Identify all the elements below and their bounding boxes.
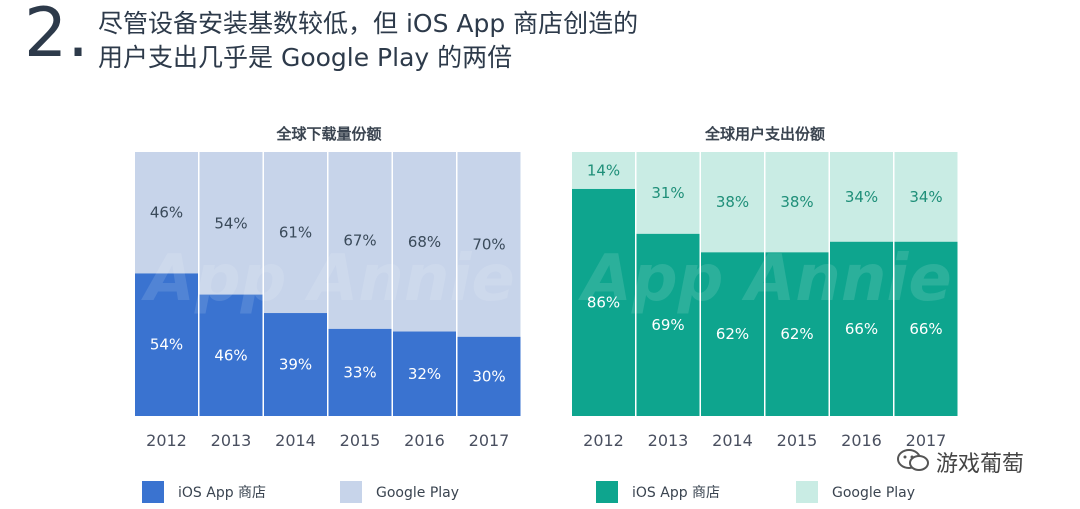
slide-title-line-2: 用户支出几乎是 Google Play 的两倍 xyxy=(98,43,513,72)
ios-value-label: 46% xyxy=(214,346,247,364)
ios-value-label: 30% xyxy=(472,367,505,385)
gp-bar-segment xyxy=(199,152,263,295)
gp-value-label: 68% xyxy=(408,233,441,251)
gp-bar-segment xyxy=(830,152,893,242)
gp-value-label: 34% xyxy=(845,188,878,206)
ios-value-label: 33% xyxy=(343,363,376,381)
legend-swatch xyxy=(142,481,164,503)
legend-swatch xyxy=(796,481,818,503)
year-tick-label: 2015 xyxy=(777,431,818,450)
year-tick-label: 2014 xyxy=(275,431,316,450)
gp-value-label: 70% xyxy=(472,235,505,253)
ios-value-label: 62% xyxy=(780,325,813,343)
wechat-icon xyxy=(897,449,929,471)
year-tick-label: 2016 xyxy=(841,431,882,450)
gp-value-label: 38% xyxy=(780,193,813,211)
ios-bar-segment xyxy=(701,252,764,416)
gp-bar-segment xyxy=(701,152,764,253)
ios-bar-segment xyxy=(457,336,521,416)
gp-bar-segment xyxy=(636,152,700,234)
ios-value-label: 86% xyxy=(587,293,620,311)
ios-bar-segment xyxy=(894,241,958,416)
gp-value-label: 34% xyxy=(909,188,942,206)
gp-bar-segment xyxy=(264,152,327,314)
legend-swatch xyxy=(596,481,618,503)
gp-value-label: 46% xyxy=(150,204,183,222)
gp-value-label: 31% xyxy=(651,184,684,202)
ios-bar-segment xyxy=(572,188,635,416)
gp-bar-segment xyxy=(457,152,521,337)
year-tick-label: 2013 xyxy=(211,431,252,450)
slide-title-line-1: 尽管设备安装基数较低，但 iOS App 商店创造的 xyxy=(98,9,639,38)
year-tick-label: 2014 xyxy=(712,431,753,450)
gp-bar-segment xyxy=(135,152,198,274)
gp-value-label: 14% xyxy=(587,161,620,179)
app-annie-watermark: App Annie xyxy=(140,242,514,316)
year-tick-label: 2017 xyxy=(906,431,947,450)
legend-swatch xyxy=(340,481,362,503)
ios-value-label: 66% xyxy=(909,320,942,338)
gp-bar-segment xyxy=(328,152,392,329)
gp-value-label: 61% xyxy=(279,224,312,242)
ios-value-label: 54% xyxy=(150,336,183,354)
ios-bar-segment xyxy=(636,233,700,416)
ios-value-label: 32% xyxy=(408,365,441,383)
year-tick-label: 2016 xyxy=(404,431,445,450)
ios-value-label: 69% xyxy=(651,316,684,334)
year-tick-label: 2015 xyxy=(340,431,381,450)
gp-value-label: 54% xyxy=(214,214,247,232)
ios-value-label: 66% xyxy=(845,320,878,338)
ios-bar-segment xyxy=(393,331,456,416)
gp-value-label: 38% xyxy=(716,193,749,211)
gp-bar-segment xyxy=(894,152,958,242)
year-tick-label: 2013 xyxy=(648,431,689,450)
chart-title: 全球用户支出份额 xyxy=(704,125,825,143)
app-annie-watermark: App Annie xyxy=(577,242,951,316)
gp-value-label: 67% xyxy=(343,231,376,249)
legend-label: Google Play xyxy=(376,485,459,501)
ios-value-label: 39% xyxy=(279,356,312,374)
ios-value-label: 62% xyxy=(716,325,749,343)
ios-bar-segment xyxy=(264,313,327,416)
slide-number: 2. xyxy=(24,0,89,73)
legend-label: Google Play xyxy=(832,485,915,501)
legend-label: iOS App 商店 xyxy=(178,485,266,501)
ios-bar-segment xyxy=(328,328,392,416)
chart-title: 全球下载量份额 xyxy=(275,125,381,143)
ios-bar-segment xyxy=(765,252,829,416)
year-tick-label: 2017 xyxy=(469,431,510,450)
year-tick-label: 2012 xyxy=(583,431,624,450)
watermark-account-name: 游戏葡萄 xyxy=(936,452,1025,477)
gp-bar-segment xyxy=(765,152,829,253)
ios-bar-segment xyxy=(135,273,198,416)
ios-bar-segment xyxy=(199,294,263,416)
ios-bar-segment xyxy=(830,241,893,416)
legend-label: iOS App 商店 xyxy=(632,485,720,501)
gp-bar-segment xyxy=(572,152,635,189)
gp-bar-segment xyxy=(393,152,456,332)
year-tick-label: 2012 xyxy=(146,431,187,450)
